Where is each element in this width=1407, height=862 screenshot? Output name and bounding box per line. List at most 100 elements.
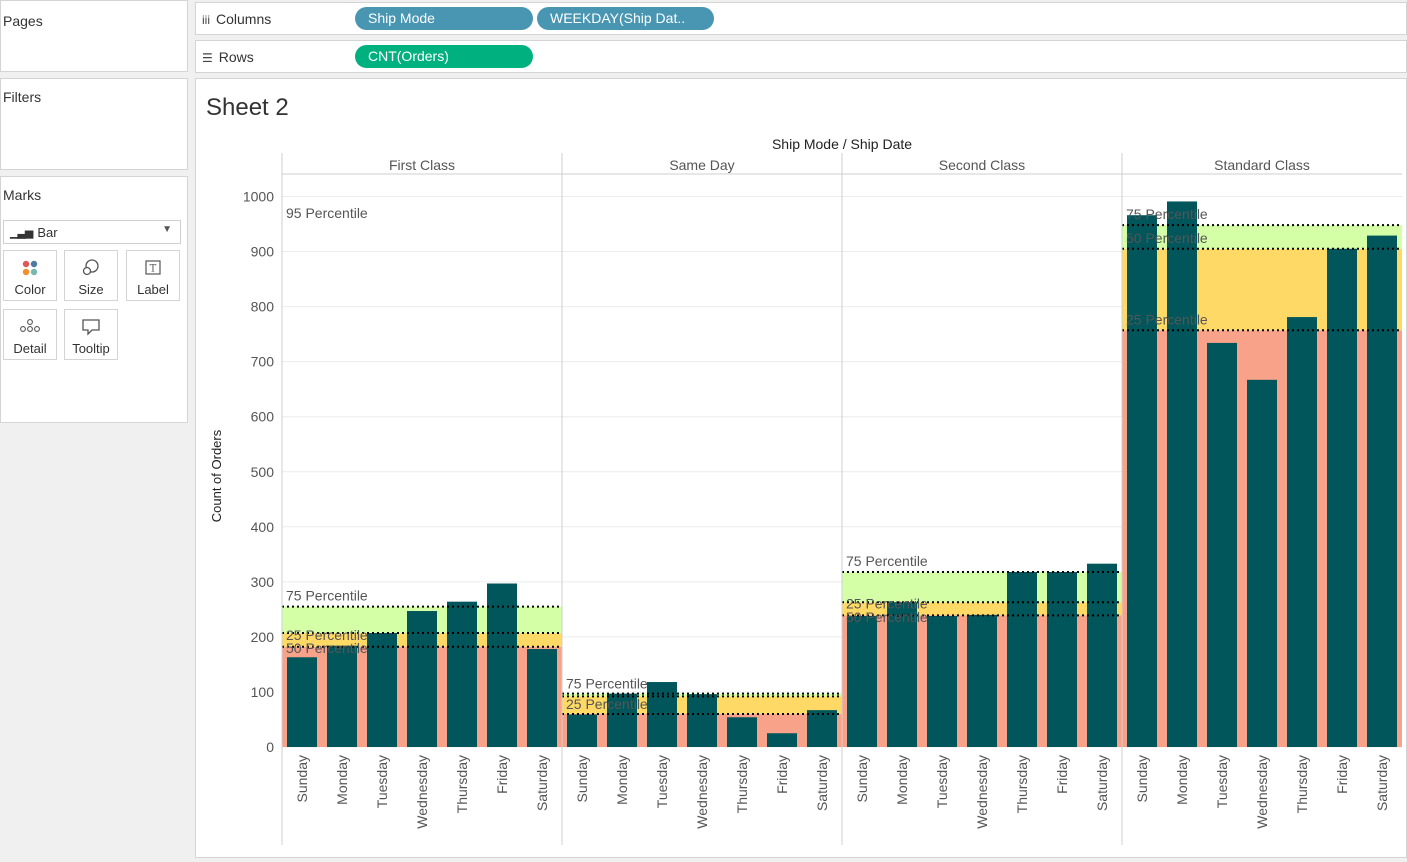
y-tick-label: 400: [251, 519, 275, 535]
y-tick-label: 900: [251, 244, 275, 260]
x-tick-label: Friday: [494, 755, 510, 794]
reference-label-p25: 25 Percentile: [566, 696, 648, 712]
x-tick-label: Thursday: [1294, 755, 1310, 813]
bar: [847, 615, 877, 747]
pane-header: Same Day: [669, 157, 734, 173]
cnt-orders-pill[interactable]: CNT(Orders): [355, 45, 533, 68]
x-tick-label: Friday: [1054, 755, 1070, 794]
rows-shelf[interactable]: ☰ Rows CNT(Orders): [195, 40, 1407, 73]
mark-type-dropdown[interactable]: ▁▃▅ Bar ▼: [3, 220, 181, 244]
x-tick-label: Saturday: [534, 755, 550, 811]
reference-label-p25: 25 Percentile: [1126, 311, 1208, 327]
bar: [327, 645, 357, 747]
columns-label-text: Columns: [216, 11, 272, 27]
bar: [1047, 571, 1077, 747]
columns-shelf[interactable]: iii Columns Ship Mode WEEKDAY(Ship Dat..: [195, 2, 1407, 35]
pane-standard-class: Standard Class Sunday Monday Tuesday Wednesd…: [1121, 153, 1402, 845]
bar: [1367, 235, 1397, 747]
reference-label-p50: 50 Percentile: [286, 640, 368, 656]
rows-label-text: Rows: [218, 49, 254, 65]
chevron-down-icon: ▼: [162, 224, 172, 235]
filters-panel[interactable]: Filters: [0, 78, 188, 170]
bar: [407, 611, 437, 747]
x-tick-label: Saturday: [814, 755, 830, 811]
svg-text:T: T: [150, 264, 157, 275]
size-label: Size: [78, 282, 104, 297]
bar: [807, 710, 837, 747]
label-button[interactable]: T Label: [126, 250, 180, 301]
filters-title: Filters: [3, 89, 42, 105]
x-tick-label: Sunday: [574, 755, 590, 802]
x-tick-label: Monday: [334, 755, 350, 805]
pane-header: First Class: [389, 157, 455, 173]
x-tick-label: Monday: [894, 755, 910, 805]
tooltip-button[interactable]: Tooltip: [64, 309, 118, 360]
pages-panel[interactable]: Pages: [0, 0, 188, 72]
y-tick-label: 100: [251, 684, 275, 700]
y-tick-label: 1000: [243, 189, 274, 205]
reference-label-p75: 75 Percentile: [846, 553, 928, 569]
rows-shelf-label: ☰ Rows: [202, 49, 254, 65]
detail-icon: [4, 318, 56, 337]
bar: [967, 614, 997, 747]
tooltip-label: Tooltip: [72, 341, 110, 356]
sheet-title: Sheet 2: [206, 94, 289, 121]
x-tick-label: Wednesday: [414, 755, 430, 829]
size-icon: [65, 259, 117, 280]
bar: [887, 602, 917, 747]
x-tick-label: Saturday: [1094, 755, 1110, 811]
x-tick-label: Tuesday: [374, 755, 390, 808]
reference-label-p75: 75 Percentile: [1126, 206, 1208, 222]
bar: [487, 583, 517, 747]
pane-header: Second Class: [939, 157, 1025, 173]
marks-title: Marks: [3, 187, 42, 203]
size-button[interactable]: Size: [64, 250, 118, 301]
x-tick-label: Friday: [774, 755, 790, 794]
x-tick-label: Sunday: [294, 755, 310, 802]
detail-button[interactable]: Detail: [3, 309, 57, 360]
mark-type-value: Bar: [37, 224, 58, 240]
ship-mode-pill[interactable]: Ship Mode: [355, 7, 533, 30]
y-tick-label: 0: [266, 739, 274, 755]
x-tick-label: Saturday: [1374, 755, 1390, 811]
bar: [1167, 201, 1197, 748]
tooltip-icon: [65, 318, 117, 339]
bar: [287, 657, 317, 747]
color-button[interactable]: Color: [3, 250, 57, 301]
y-axis-label: Count of Orders: [209, 429, 224, 522]
bar: [1087, 563, 1117, 747]
marks-panel: Marks ▁▃▅ Bar ▼ Color Size T Label Detai…: [0, 176, 188, 423]
bar: [1287, 317, 1317, 747]
reference-label-p50: 50 Percentile: [846, 609, 928, 625]
x-tick-label: Friday: [1334, 755, 1350, 794]
bar: [447, 601, 477, 747]
x-tick-label: Tuesday: [934, 755, 950, 808]
x-tick-label: Monday: [1174, 755, 1190, 805]
y-tick-label: 500: [251, 464, 275, 480]
pane-same-day: Same Day Sunday Monday Tuesday Wednesday Thur…: [561, 153, 842, 845]
x-tick-label: Wednesday: [694, 755, 710, 829]
reference-label-p25: 25 Percentile: [846, 595, 928, 611]
pane-header: Standard Class: [1214, 157, 1310, 173]
bar-chart-icon: ▁▃▅: [10, 226, 33, 239]
bar: [687, 694, 717, 747]
columns-shelf-label: iii Columns: [202, 11, 271, 27]
bar: [1247, 379, 1277, 747]
x-tick-label: Thursday: [734, 755, 750, 813]
x-tick-label: Monday: [614, 755, 630, 805]
bar: [527, 649, 557, 747]
reference-label-p75: 75 Percentile: [286, 588, 368, 604]
bar: [367, 633, 397, 747]
y-tick-label: 600: [251, 409, 275, 425]
x-tick-label: Wednesday: [1254, 755, 1270, 829]
x-tick-label: Wednesday: [974, 755, 990, 829]
x-tick-label: Sunday: [854, 755, 870, 802]
x-tick-label: Tuesday: [1214, 755, 1230, 808]
x-tick-label: Thursday: [1014, 755, 1030, 813]
x-tick-label: Thursday: [454, 755, 470, 813]
weekday-ship-date-pill[interactable]: WEEKDAY(Ship Dat..: [537, 7, 714, 30]
text-icon: T: [127, 259, 179, 280]
x-tick-label: Sunday: [1134, 755, 1150, 802]
reference-label-p25: 25 Percentile: [286, 627, 368, 643]
y-tick-label: 300: [251, 574, 275, 590]
